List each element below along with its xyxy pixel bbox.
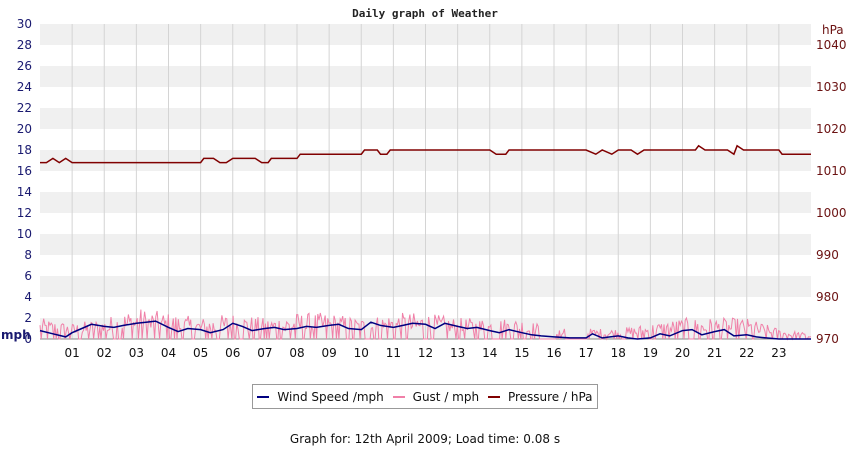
left-tick-label: 18 <box>17 143 32 157</box>
right-axis-unit: hPa <box>822 23 844 37</box>
x-tick-label: 14 <box>482 346 497 360</box>
legend-swatch-gust <box>392 395 405 398</box>
legend-swatch-wind <box>257 395 270 398</box>
x-axis-ticks: 01 02 03 04 05 06 07 08 09 10 11 12 13 14 15 16 17 18 19 20… <box>64 346 786 360</box>
left-tick-label: 30 <box>17 17 32 31</box>
x-tick-label: 21 <box>707 346 722 360</box>
gust-line <box>39 309 812 341</box>
right-tick-label: 1030 <box>816 80 847 94</box>
x-tick-label: 06 <box>225 346 240 360</box>
legend-item-pressure: Pressure / hPa <box>487 389 593 404</box>
left-tick-label: 24 <box>17 80 32 94</box>
left-tick-label: 26 <box>17 59 32 73</box>
x-tick-label: 09 <box>321 346 336 360</box>
x-tick-label: 04 <box>161 346 176 360</box>
wind-speed-series <box>39 320 811 340</box>
x-tick-label: 11 <box>386 346 401 360</box>
left-tick-label: 16 <box>17 164 32 178</box>
x-tick-label: 22 <box>739 346 754 360</box>
legend-swatch-pressure <box>487 395 500 398</box>
left-tick-label: 2 <box>24 311 32 325</box>
x-tick-label: 08 <box>289 346 304 360</box>
gust-series <box>39 309 812 341</box>
right-tick-label: 990 <box>816 248 839 262</box>
legend-item-wind: Wind Speed /mph <box>257 389 384 404</box>
right-tick-label: 1040 <box>816 38 847 52</box>
left-tick-label: 6 <box>24 269 32 283</box>
legend: Wind Speed /mph Gust / mph Pressure / hP… <box>252 384 598 409</box>
right-tick-label: 1000 <box>816 206 847 220</box>
left-tick-label: 14 <box>17 185 32 199</box>
x-tick-label: 10 <box>354 346 369 360</box>
x-tick-label: 15 <box>514 346 529 360</box>
left-axis-unit: mph <box>1 328 31 342</box>
right-tick-label: 970 <box>816 332 839 346</box>
right-tick-label: 980 <box>816 290 839 304</box>
left-tick-label: 10 <box>17 227 32 241</box>
x-tick-label: 19 <box>643 346 658 360</box>
left-tick-label: 12 <box>17 206 32 220</box>
x-tick-label: 07 <box>257 346 272 360</box>
left-tick-label: 0 <box>24 332 32 346</box>
right-tick-label: 1020 <box>816 122 847 136</box>
legend-label-pressure: Pressure / hPa <box>507 389 593 404</box>
x-tick-label: 17 <box>578 346 593 360</box>
x-tick-label: 18 <box>611 346 626 360</box>
wind-speed-line <box>39 320 811 340</box>
grid-lines <box>40 24 811 340</box>
x-tick-label: 16 <box>546 346 561 360</box>
left-tick-label: 22 <box>17 101 32 115</box>
x-tick-label: 23 <box>771 346 786 360</box>
right-axis-ticks: 970 980 990 1000 1010 1020 1030 1040 <box>816 38 847 346</box>
left-tick-label: 28 <box>17 38 32 52</box>
legend-label-gust: Gust / mph <box>412 389 480 404</box>
left-tick-label: 20 <box>17 122 32 136</box>
legend-label-wind: Wind Speed /mph <box>277 389 384 404</box>
x-tick-label: 12 <box>418 346 433 360</box>
x-tick-label: 05 <box>193 346 208 360</box>
right-tick-label: 1010 <box>816 164 847 178</box>
x-tick-label: 01 <box>64 346 79 360</box>
x-tick-label: 20 <box>675 346 690 360</box>
pressure-line <box>40 144 811 164</box>
legend-item-gust: Gust / mph <box>392 389 480 404</box>
chart-title: Daily graph of Weather <box>352 7 498 20</box>
left-tick-label: 4 <box>24 290 32 304</box>
left-tick-label: 8 <box>24 248 32 262</box>
x-tick-label: 13 <box>450 346 465 360</box>
footer-text: Graph for: 12th April 2009; Load time: 0… <box>289 432 561 446</box>
pressure-series <box>40 144 811 164</box>
x-tick-label: 03 <box>129 346 144 360</box>
x-tick-label: 02 <box>97 346 112 360</box>
